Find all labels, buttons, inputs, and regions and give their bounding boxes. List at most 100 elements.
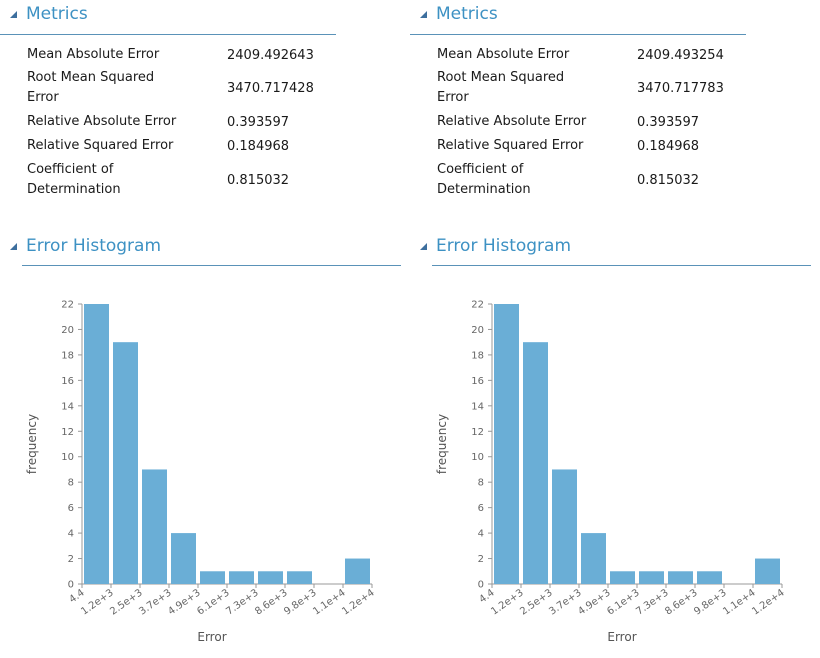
y-tick-label: 10 xyxy=(471,452,484,463)
metric-name: Root Mean Squared Error xyxy=(27,70,155,105)
metric-name: Root Mean Squared Error xyxy=(437,70,565,105)
metric-row: Relative Absolute Error 0.393597 xyxy=(437,110,737,134)
y-tick-label: 12 xyxy=(61,427,74,438)
y-tick-label: 16 xyxy=(471,376,484,387)
metrics-divider xyxy=(410,34,746,35)
metric-value: 0.393597 xyxy=(637,114,700,130)
y-tick-label: 16 xyxy=(61,376,74,387)
histogram-bar xyxy=(200,571,225,584)
metric-name: Coefficient of Determination xyxy=(437,162,531,197)
metrics-divider xyxy=(0,34,336,35)
metric-row: Relative Absolute Error 0.393597 xyxy=(27,110,327,134)
histogram-bar xyxy=(142,469,167,584)
metric-name: Mean Absolute Error xyxy=(437,47,570,62)
y-tick-label: 22 xyxy=(471,300,484,311)
histogram-svg: 02468101214161820224.41.2e+32.5e+33.7e+3… xyxy=(25,300,377,645)
y-tick-label: 6 xyxy=(478,503,484,514)
metric-row: Coefficient of Determination 0.815032 xyxy=(437,158,737,202)
metric-value: 0.815032 xyxy=(227,172,290,188)
metric-row: Root Mean Squared Error 3470.717783 xyxy=(437,66,737,110)
metrics-title: Metrics xyxy=(436,4,498,24)
metric-row: Coefficient of Determination 0.815032 xyxy=(27,158,327,202)
metric-value: 0.393597 xyxy=(227,114,290,130)
histogram-bar xyxy=(345,558,370,584)
histogram-bar xyxy=(552,469,577,584)
collapse-triangle-icon[interactable] xyxy=(10,10,17,18)
y-tick-label: 2 xyxy=(478,554,484,565)
histogram-bar xyxy=(171,533,196,584)
y-tick-label: 4 xyxy=(478,529,484,540)
y-axis-title: frequency xyxy=(435,414,449,474)
histogram-bar xyxy=(287,571,312,584)
y-axis-title: frequency xyxy=(25,414,39,474)
y-tick-label: 0 xyxy=(68,580,74,591)
metric-value: 0.184968 xyxy=(227,138,290,154)
metric-value: 3470.717783 xyxy=(637,80,724,96)
x-tick-label: 1.2e+4 xyxy=(750,587,786,617)
metrics-title: Metrics xyxy=(26,4,88,24)
error-histogram-chart: 0 2 4 6 8 10 12 14 16 18 20 22 4.4 1.2e+3 2.5e+3 3.7e+3… xyxy=(20,290,400,658)
histogram-divider xyxy=(432,265,811,266)
metric-value: 2409.493254 xyxy=(637,47,724,63)
histogram-title: Error Histogram xyxy=(26,236,162,256)
histogram-title: Error Histogram xyxy=(436,236,572,256)
metric-value: 0.815032 xyxy=(637,172,700,188)
collapse-triangle-icon[interactable] xyxy=(10,242,17,250)
metric-row: Relative Squared Error 0.184968 xyxy=(27,134,327,158)
histogram-bar xyxy=(697,571,722,584)
metric-row: Relative Squared Error 0.184968 xyxy=(437,134,737,158)
histogram-bar xyxy=(523,342,548,584)
y-tick-label: 20 xyxy=(61,325,74,336)
histogram-bar xyxy=(84,304,109,584)
collapse-triangle-icon[interactable] xyxy=(420,242,427,250)
collapse-triangle-icon[interactable] xyxy=(420,10,427,18)
metrics-table: Mean Absolute Error 2409.492643 Root Mea… xyxy=(27,44,327,202)
histogram-bar xyxy=(113,342,138,584)
histogram-bar xyxy=(610,571,635,584)
metrics-section-header[interactable]: Metrics xyxy=(0,0,340,28)
histogram-bar xyxy=(581,533,606,584)
metric-value: 0.184968 xyxy=(637,138,700,154)
histogram-bar xyxy=(639,571,664,584)
y-tick-label: 18 xyxy=(471,350,484,361)
y-tick-label: 20 xyxy=(471,325,484,336)
y-tick-label: 14 xyxy=(61,401,74,412)
x-axis-title: Error xyxy=(607,630,636,644)
y-tick-label: 8 xyxy=(478,478,484,489)
histogram-divider xyxy=(22,265,401,266)
y-tick-label: 14 xyxy=(471,401,484,412)
metric-name: Coefficient of Determination xyxy=(27,162,121,197)
histogram-section-header[interactable]: Error Histogram xyxy=(410,232,812,260)
y-tick-label: 18 xyxy=(61,350,74,361)
metrics-table: Mean Absolute Error 2409.493254 Root Mea… xyxy=(437,44,737,202)
y-tick-label: 22 xyxy=(61,300,74,311)
error-histogram-chart: 0 2 4 6 8 10 12 14 16 18 20 22 4.4 1.2e+3 2.5e+3 3.7e+3… xyxy=(430,290,810,658)
histogram-bar xyxy=(229,571,254,584)
metric-name: Relative Squared Error xyxy=(437,138,584,153)
metric-row: Mean Absolute Error 2409.492643 xyxy=(27,44,327,66)
y-tick-label: 12 xyxy=(471,427,484,438)
metric-name: Mean Absolute Error xyxy=(27,47,160,62)
histogram-svg: 02468101214161820224.41.2e+32.5e+33.7e+3… xyxy=(435,300,787,645)
histogram-section-header[interactable]: Error Histogram xyxy=(0,232,402,260)
y-tick-label: 0 xyxy=(478,580,484,591)
metric-value: 3470.717428 xyxy=(227,80,314,96)
y-tick-label: 8 xyxy=(68,478,74,489)
x-axis-title: Error xyxy=(197,630,226,644)
histogram-bar xyxy=(668,571,693,584)
metrics-section-header[interactable]: Metrics xyxy=(410,0,750,28)
metric-name: Relative Squared Error xyxy=(27,138,174,153)
metric-name: Relative Absolute Error xyxy=(437,114,587,129)
right-panel: Metrics Mean Absolute Error 2409.493254 … xyxy=(410,0,820,658)
histogram-bar xyxy=(755,558,780,584)
y-tick-label: 10 xyxy=(61,452,74,463)
histogram-bar xyxy=(258,571,283,584)
left-panel: Metrics Mean Absolute Error 2409.492643 … xyxy=(0,0,402,658)
metric-row: Root Mean Squared Error 3470.717428 xyxy=(27,66,327,110)
y-tick-label: 6 xyxy=(68,503,74,514)
y-tick-label: 4 xyxy=(68,529,74,540)
metric-name: Relative Absolute Error xyxy=(27,114,177,129)
histogram-bar xyxy=(494,304,519,584)
metric-value: 2409.492643 xyxy=(227,47,314,63)
metric-row: Mean Absolute Error 2409.493254 xyxy=(437,44,737,66)
